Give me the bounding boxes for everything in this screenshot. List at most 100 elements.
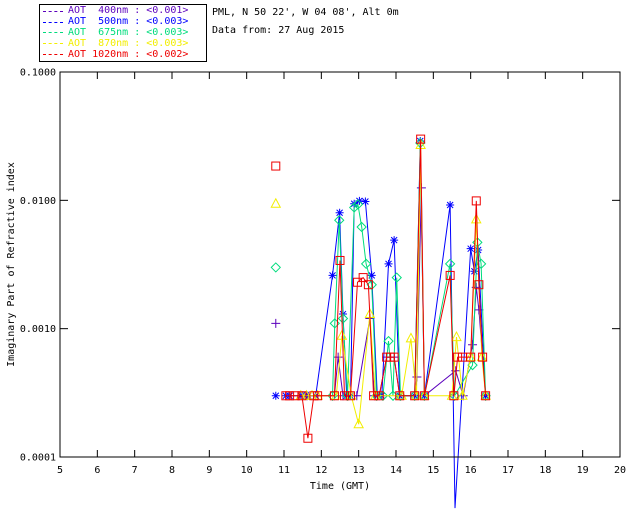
marker-square	[358, 273, 368, 283]
marker-triangle	[419, 389, 430, 400]
marker-square	[481, 391, 491, 401]
marker-square	[389, 352, 399, 362]
marker-square	[353, 277, 363, 287]
legend-line-swatch	[43, 32, 63, 34]
axis-text: 18	[539, 465, 551, 476]
marker-square	[290, 391, 300, 401]
legend-item: AOT 500nm : <0.003>	[43, 17, 203, 27]
marker-plus	[271, 318, 281, 328]
marker-plus	[468, 340, 478, 350]
axis-text: 7	[132, 465, 138, 476]
axis-text: 5	[57, 465, 63, 476]
legend-line-swatch	[43, 10, 63, 12]
marker-asterisk	[367, 271, 376, 280]
marker-plus	[333, 352, 343, 362]
marker-asterisk	[384, 259, 393, 268]
axis-text: 0.0100	[20, 196, 56, 207]
marker-diamond	[348, 202, 360, 213]
axis-text: 13	[353, 465, 365, 476]
marker-asterisk	[390, 236, 399, 245]
marker-triangle	[465, 351, 476, 362]
legend-line-swatch	[43, 43, 63, 45]
marker-square	[474, 280, 484, 290]
marker-triangle	[470, 213, 482, 224]
axis-text: 11	[278, 465, 290, 476]
marker-asterisk	[446, 200, 455, 209]
axis-text: 15	[427, 465, 439, 476]
y-axis-title: Imaginary Part of Refractive index	[6, 162, 17, 367]
marker-square	[445, 270, 455, 280]
marker-square	[395, 391, 405, 401]
axis-text: 9	[206, 465, 212, 476]
marker-square	[303, 433, 313, 443]
legend-line-swatch	[43, 54, 63, 56]
marker-diamond	[356, 221, 367, 233]
marker-square	[313, 391, 323, 401]
axis-text: 6	[94, 465, 100, 476]
marker-asterisk	[271, 391, 280, 400]
marker-triangle	[270, 197, 282, 208]
marker-diamond	[352, 199, 364, 210]
marker-diamond	[360, 258, 372, 270]
legend-item-label: AOT 675nm : <0.003>	[68, 26, 189, 38]
marker-triangle	[336, 329, 348, 340]
marker-square	[419, 391, 429, 401]
legend-item: AOT 870nm : <0.003>	[43, 37, 203, 49]
axis-text: 16	[465, 465, 477, 476]
marker-square	[453, 352, 463, 362]
axis-text: 10	[241, 465, 253, 476]
marker-square	[297, 391, 307, 401]
marker-square	[466, 352, 476, 362]
marker-square	[478, 352, 488, 362]
axis-text: 17	[502, 465, 514, 476]
marker-triangle	[476, 351, 488, 362]
marker-square	[329, 391, 339, 401]
marker-square	[369, 391, 379, 401]
marker-square	[271, 161, 281, 171]
series-line-aot-675nm	[332, 142, 487, 398]
legend: AOT 400nm : <0.001> AOT 500nm : <0.003> AO…	[39, 4, 207, 62]
axis-text: 8	[169, 465, 175, 476]
marker-triangle	[353, 418, 364, 429]
marker-diamond	[444, 258, 456, 270]
legend-item-label: AOT 500nm : <0.003>	[68, 16, 189, 28]
marker-triangle	[457, 389, 468, 400]
marker-asterisk	[466, 244, 475, 253]
marker-square	[410, 391, 420, 401]
marker-square	[416, 134, 426, 144]
axis-text: 0.1000	[20, 68, 56, 79]
legend-line-swatch	[43, 21, 63, 23]
marker-square	[345, 391, 355, 401]
axis-text: 0.0010	[20, 324, 56, 335]
marker-square	[285, 391, 295, 401]
axis-text: 14	[390, 465, 402, 476]
marker-square	[449, 391, 459, 401]
axis-text: 0.0001	[20, 453, 56, 464]
marker-diamond	[383, 335, 394, 347]
marker-asterisk	[361, 197, 370, 206]
marker-triangle	[451, 331, 462, 342]
marker-triangle	[405, 332, 417, 343]
marker-asterisk	[335, 208, 344, 217]
x-axis-title: Time (GMT)	[310, 481, 370, 492]
marker-asterisk	[328, 271, 337, 280]
marker-diamond	[391, 272, 402, 283]
marker-diamond	[337, 313, 349, 324]
legend-item-label: AOT 1020nm : <0.002>	[68, 48, 189, 60]
legend-item-label: AOT 400nm : <0.001>	[68, 5, 189, 17]
legend-item: AOT 675nm : <0.003>	[43, 26, 203, 38]
marker-diamond	[334, 215, 345, 226]
marker-plus	[474, 305, 484, 315]
plot-frame	[59, 71, 621, 458]
plot-title-date: Data from: 27 Aug 2015	[212, 25, 345, 36]
marker-square	[374, 391, 384, 401]
marker-square	[339, 391, 349, 401]
axis-text: 19	[577, 465, 589, 476]
legend-item: AOT 1020nm : <0.002>	[43, 48, 203, 60]
marker-square	[363, 280, 373, 290]
legend-item-label: AOT 870nm : <0.003>	[68, 37, 189, 49]
plot-title-location: PML, N 50 22', W 04 08', Alt 0m	[212, 7, 399, 18]
marker-triangle	[480, 389, 491, 400]
